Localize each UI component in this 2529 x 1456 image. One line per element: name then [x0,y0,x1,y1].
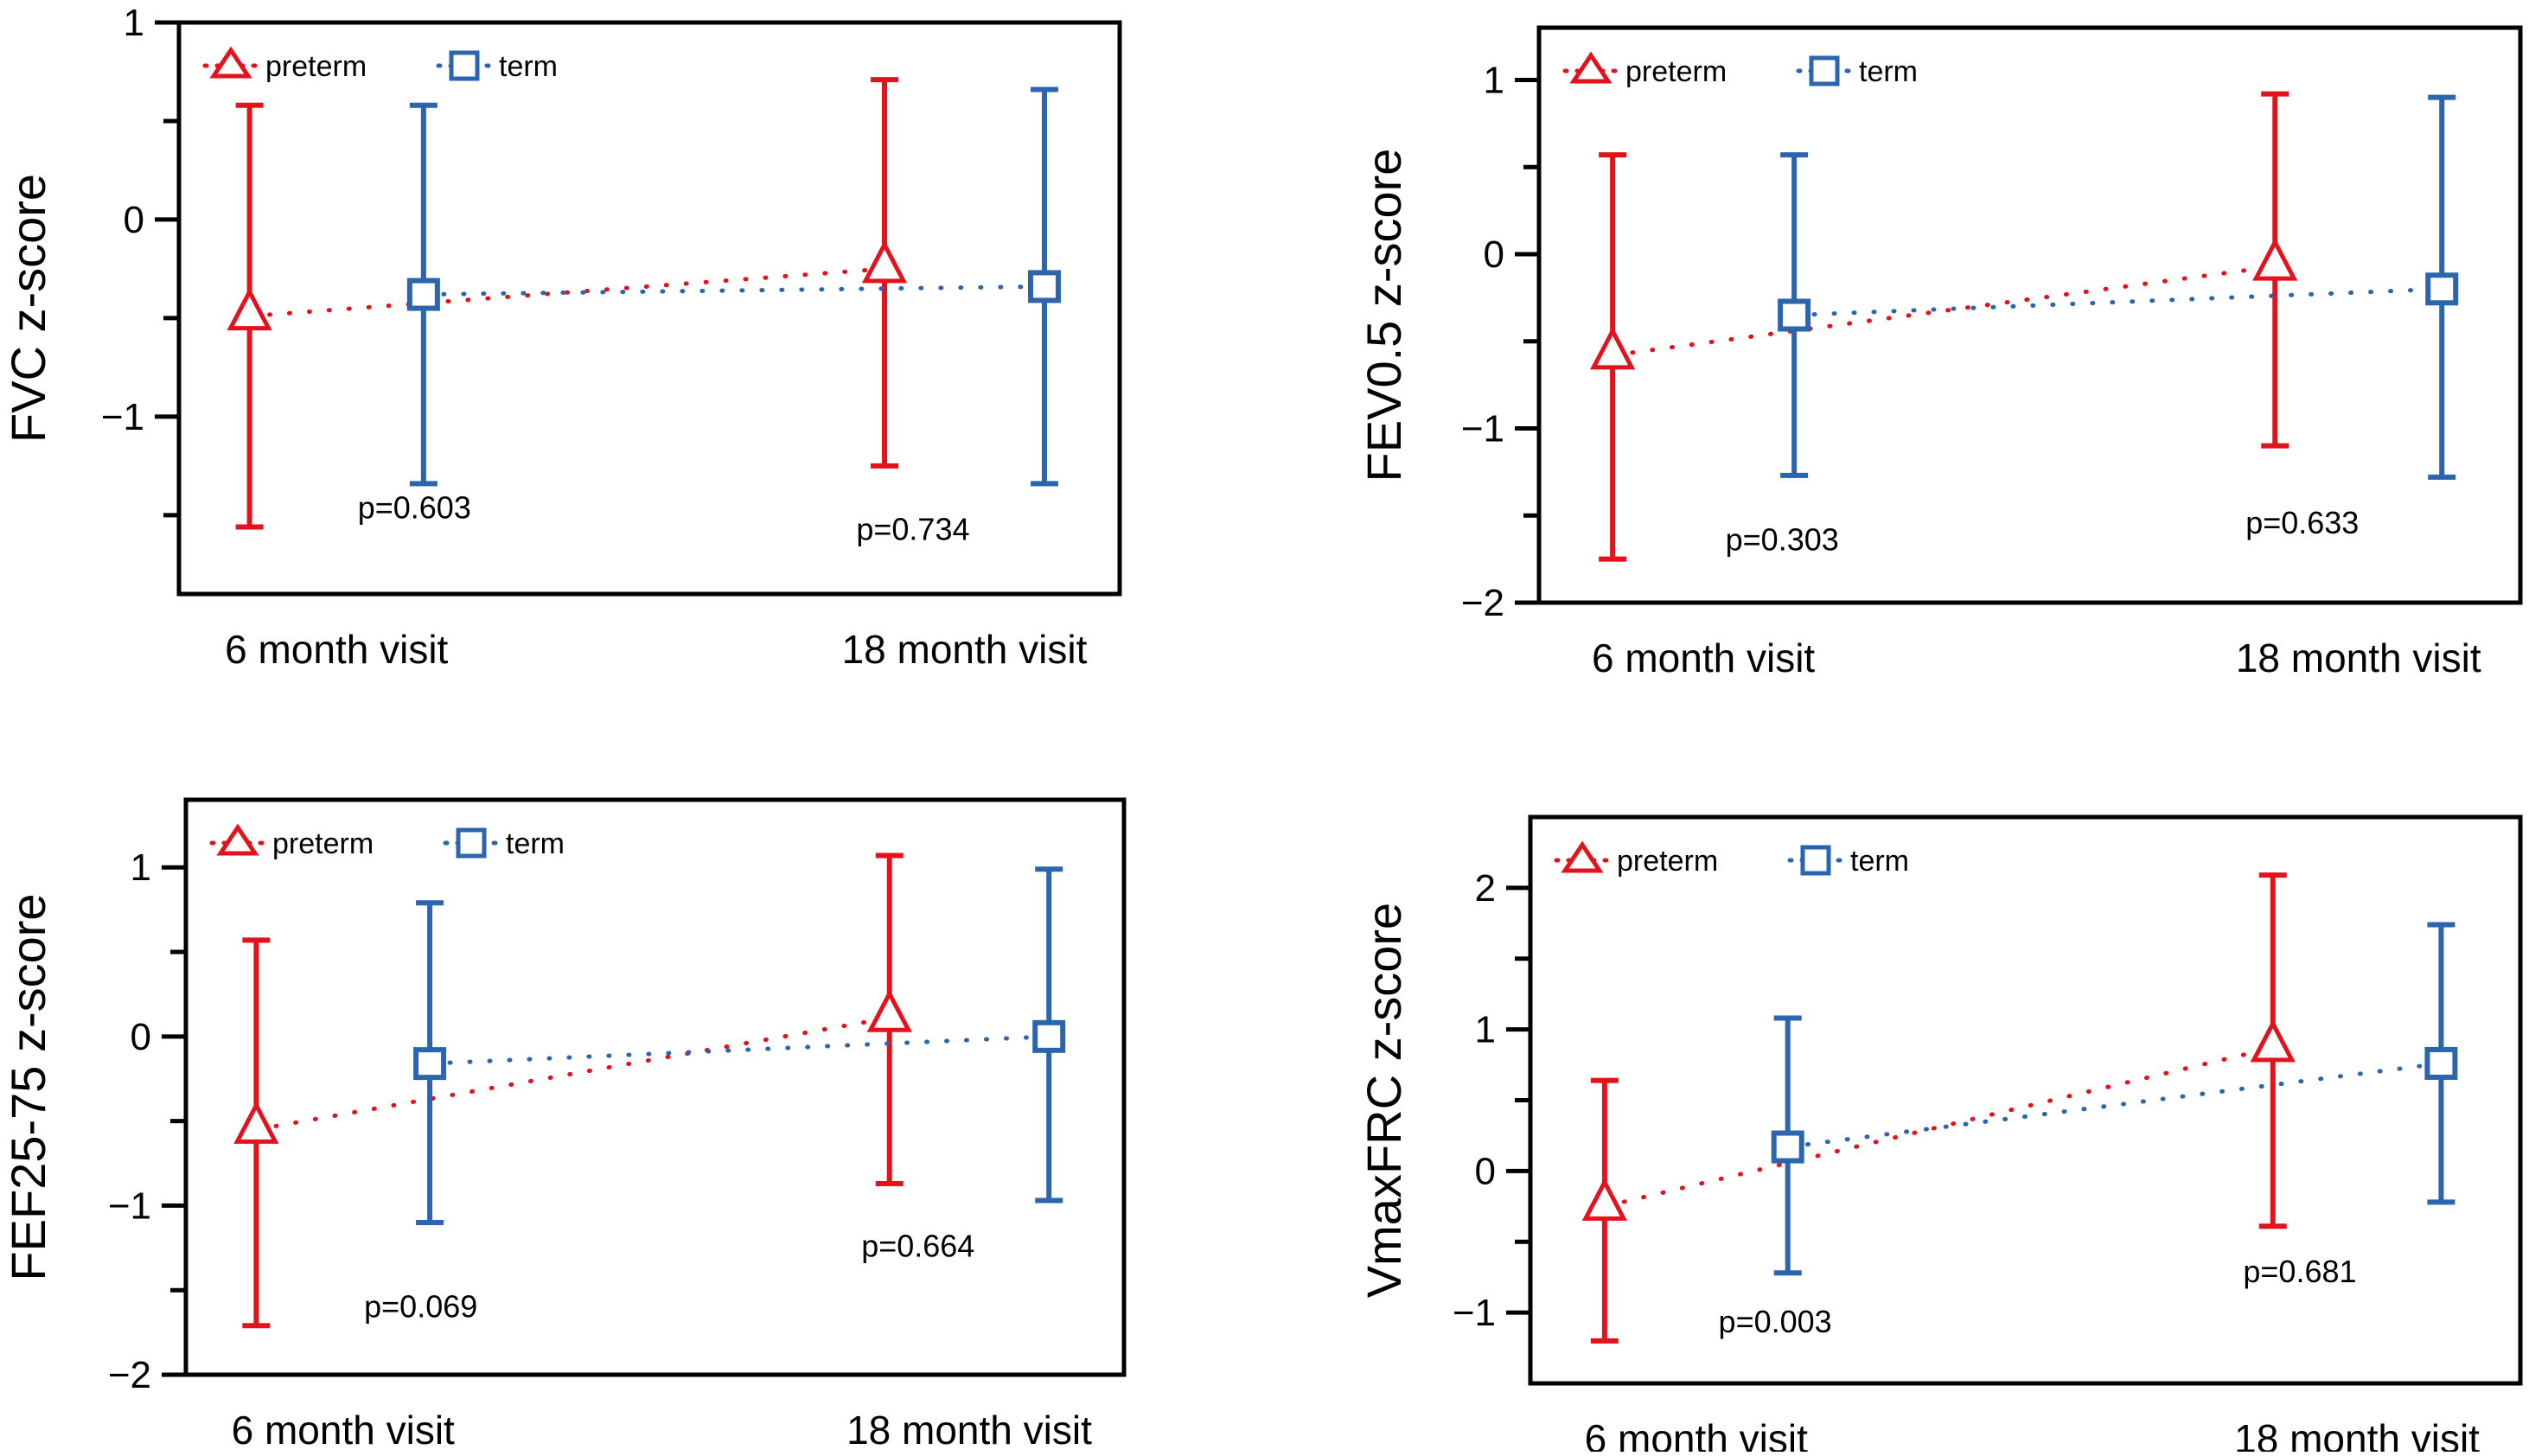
y-tick-label: 0 [1475,1150,1496,1192]
y-tick-label: 1 [131,846,151,889]
y-tick-label: −1 [1453,1292,1496,1334]
y-axis-label: VmaxFRC z-score [1357,903,1411,1298]
p-value-label: p=0.734 [856,511,969,546]
plot-frame [1528,814,2523,1386]
x-category-label: 18 month visit [2234,1416,2480,1452]
series-term [406,86,1061,487]
data-point-triangle [2250,1019,2296,1063]
x-category-label: 6 month visit [1592,635,1815,680]
y-tick-label: 0 [1484,233,1504,276]
data-point-square [1778,298,1811,332]
series-term [413,866,1066,1225]
y-tick-label: −2 [1461,582,1504,624]
x-category-label: 6 month visit [225,627,448,672]
series-preterm [1589,91,2298,562]
p-value-label: p=0.633 [2245,505,2359,540]
triangle-marker-icon [209,46,252,79]
trend-line [1791,286,2444,317]
y-tick-label: −1 [108,1185,151,1227]
p-value-label: p=0.303 [1726,522,1839,558]
data-point-square [1032,1019,1066,1053]
trend-line [247,266,887,319]
trend-line [421,284,1047,297]
data-point-triangle [866,988,912,1032]
data-point-triangle [1589,326,1636,370]
x-category-label: 6 month visit [232,1408,455,1452]
plot-frame [1536,25,2523,605]
data-point-square [406,278,440,311]
y-axis-label: FVC z-score [1,174,55,443]
legend-label-preterm: preterm [1625,55,1727,88]
panel-2: 1 0 −1 −2 FEV0.5 z-score 6 month visit 18 mont… [1357,25,2523,680]
square-marker-icon [1800,845,1831,876]
y-axis-label: FEF25-75 z-score [1,893,55,1280]
data-point-triangle [233,1101,279,1144]
trend-line [1602,1045,2276,1209]
y-tick-label: −2 [108,1354,151,1396]
legend-label-preterm: preterm [1617,845,1718,878]
p-value-label: p=0.003 [1719,1304,1832,1339]
plot-frame [183,797,1127,1377]
legend: preterm term [1562,51,1918,88]
x-category-label: 18 month visit [842,627,1088,672]
plot-frame [176,20,1122,597]
series-preterm [1581,872,2296,1344]
trend-line [1785,1061,2443,1150]
x-category-label: 18 month visit [2236,635,2481,680]
data-point-triangle [861,239,908,284]
legend-label-term: term [506,827,565,860]
p-value-label: p=0.069 [364,1288,477,1324]
legend: preterm term [202,46,558,83]
y-axis-label: FEV0.5 z-score [1357,149,1411,482]
data-point-triangle [2252,237,2298,281]
square-marker-icon [1809,55,1840,86]
y-tick-label: 1 [1484,59,1504,101]
data-point-square [413,1047,447,1081]
trend-line [1610,264,2277,358]
data-point-square [2425,272,2459,306]
data-point-triangle [1581,1177,1628,1221]
triangle-marker-icon [1561,840,1604,873]
legend: preterm term [1554,840,1909,878]
series-term [1778,94,2459,480]
legend-label-term: term [1850,845,1909,878]
y-tick-label: 2 [1475,867,1496,910]
p-value-label: p=0.664 [861,1229,974,1264]
legend-label-term: term [1859,55,1918,88]
y-tick-label: 0 [124,199,144,241]
x-category-label: 18 month visit [846,1408,1092,1452]
square-marker-icon [456,827,487,859]
data-point-triangle [227,287,272,331]
data-point-square [1771,1130,1804,1164]
triangle-marker-icon [216,823,259,856]
series-preterm [227,77,908,530]
y-tick-label: −1 [1461,407,1504,450]
trend-line [253,1015,892,1132]
x-category-label: 6 month visit [1585,1416,1808,1452]
data-point-square [1027,270,1061,303]
p-value-label: p=0.681 [2243,1254,2356,1289]
legend: preterm term [209,823,565,860]
panel-3: 1 0 −1 −2 FEF25-75 z-score 6 month visit 18 mo… [1,797,1127,1453]
panel-4: 2 1 0 −1 VmaxFRC z-score 6 month visit 18 mont… [1357,814,2523,1456]
y-tick-label: −1 [101,396,144,438]
triangle-marker-icon [1569,51,1613,84]
series-term [1771,922,2458,1276]
panel-1: 1 0 −1 FVC z-score 6 month visit 18 month vis… [1,2,1122,672]
legend-label-preterm: preterm [265,50,367,83]
data-point-square [2424,1046,2458,1080]
legend-label-term: term [499,50,558,83]
p-value-label: p=0.603 [358,490,471,526]
y-tick-label: 0 [131,1016,151,1058]
trend-line [427,1034,1051,1066]
square-marker-icon [449,50,480,81]
series-preterm [233,853,912,1329]
y-tick-label: 1 [1475,1009,1496,1051]
legend-label-preterm: preterm [272,827,374,860]
y-tick-label: 1 [124,2,144,44]
